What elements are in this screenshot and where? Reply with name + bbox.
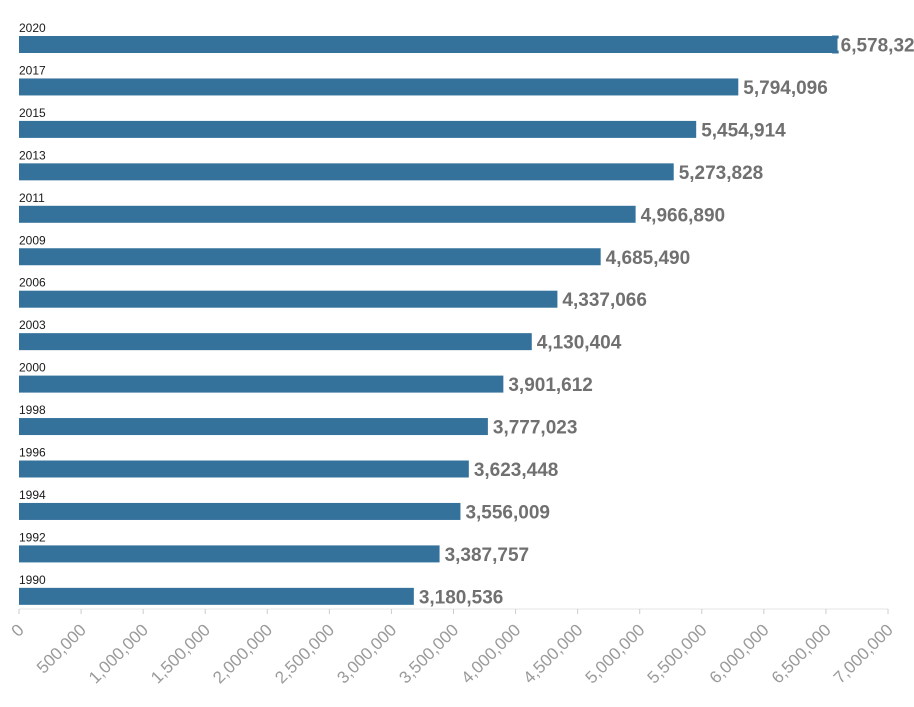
x-axis: 0 500,0001,000,0001,500,0002,000,0002,500… [8,608,897,687]
year-label: 2009 [19,233,46,247]
x-tick-label: 6,000,000 [706,620,773,687]
x-tick-label: 3,000,000 [333,620,400,687]
year-label: 2020 [19,21,46,35]
bars-layer: 2020 6,578,326 2017 5,794,096 2015 5,454,914 2… [19,21,914,608]
value-label: 5,454,914 [701,120,786,141]
value-label: 3,387,757 [445,545,530,566]
value-label: 4,337,066 [562,290,647,311]
bar [19,290,558,308]
bar [19,460,469,478]
bracket-right [832,35,838,54]
bar [19,545,440,563]
bar [19,205,636,223]
value-label: 3,901,612 [508,375,593,396]
x-tick-label: 3,500,000 [395,620,462,687]
value-label: 4,685,490 [606,248,691,269]
year-label: 2006 [19,276,46,290]
year-label: 1990 [19,573,46,587]
x-tick-label: 5,500,000 [644,620,711,687]
year-label: 1998 [19,403,46,417]
value-label: 6,578,326 [841,36,914,57]
year-label: 1994 [19,488,46,502]
value-label: 3,180,536 [419,587,504,608]
x-tick-label: 500,000 [33,620,90,677]
value-label: 3,623,448 [474,460,559,481]
year-label: 2003 [19,318,46,332]
selection-brackets [832,35,839,54]
bar [19,502,461,520]
bar [19,120,697,138]
year-label: 1996 [19,446,46,460]
year-label: 2000 [19,361,46,375]
bar [19,375,504,393]
value-label: 4,966,890 [641,205,726,226]
value-label: 4,130,404 [537,333,622,354]
x-tick-label: 2,000,000 [209,620,276,687]
x-tick-label: 4,000,000 [457,620,524,687]
bar [19,78,739,96]
year-label: 1992 [19,530,46,544]
value-label: 3,777,023 [493,418,578,439]
x-tick-label: 0 [8,620,28,640]
bar [19,248,601,266]
bar [19,163,674,181]
x-tick-label: 5,000,000 [582,620,649,687]
value-label: 5,273,828 [679,163,764,184]
bar [19,587,414,605]
bar [19,418,488,436]
bar [19,333,532,351]
x-tick-label: 1,000,000 [85,620,152,687]
x-tick-label: 7,000,000 [830,620,897,687]
year-label: 2013 [19,148,46,162]
value-label: 3,556,009 [465,502,550,523]
bar [19,36,836,53]
year-label: 2011 [19,191,45,205]
x-tick-label: 1,500,000 [147,620,214,687]
value-label: 5,794,096 [743,78,828,99]
year-label: 2015 [19,106,46,120]
x-tick-label: 2,500,000 [271,620,338,687]
year-label: 2017 [19,63,46,77]
x-tick-label: 6,500,000 [768,620,835,687]
x-tick-label: 4,500,000 [520,620,587,687]
